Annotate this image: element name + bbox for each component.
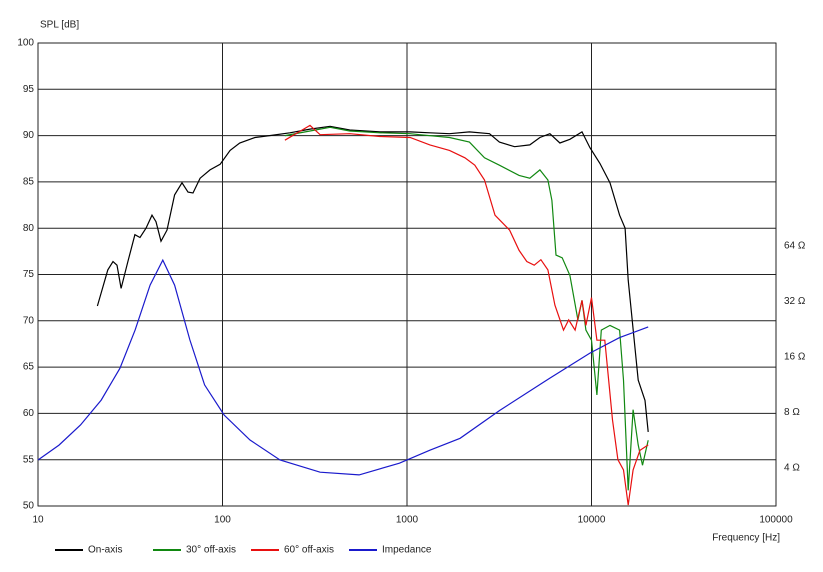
series-line — [284, 126, 649, 491]
y-tick-label: 100 — [17, 38, 34, 49]
y2-tick-label: 32 Ω — [784, 296, 806, 307]
x-tick-label: 10 — [32, 515, 44, 526]
y-axis-label: SPL [dB] — [40, 20, 79, 31]
y2-tick-label: 4 Ω — [784, 463, 800, 474]
y-tick-label: 70 — [23, 315, 35, 326]
series-line — [284, 124, 649, 506]
y-tick-label: 80 — [23, 223, 35, 234]
y2-tick-label: 16 Ω — [784, 352, 806, 363]
x-tick-label: 100 — [214, 515, 231, 526]
y-tick-label: 60 — [23, 408, 35, 419]
y-tick-label: 95 — [23, 84, 35, 95]
x-tick-label: 100000 — [759, 515, 793, 526]
y2-tick-label: 8 Ω — [784, 407, 800, 418]
x-axis-label: Frequency [Hz] — [712, 533, 780, 544]
y-tick-label: 75 — [23, 269, 35, 280]
y2-tick-label: 64 Ω — [784, 241, 806, 252]
legend-label: 60° off-axis — [284, 545, 334, 556]
x-tick-label: 1000 — [396, 515, 419, 526]
legend-label: 30° off-axis — [186, 545, 236, 556]
series-line — [37, 258, 649, 476]
series-line — [96, 125, 649, 432]
y-tick-label: 65 — [23, 362, 35, 373]
y-tick-label: 85 — [23, 177, 35, 188]
x-tick-label: 10000 — [578, 515, 606, 526]
y-tick-label: 90 — [23, 130, 35, 141]
legend-label: Impedance — [382, 545, 432, 556]
y-tick-label: 55 — [23, 454, 35, 465]
legend-label: On-axis — [88, 545, 122, 556]
y-tick-label: 50 — [23, 501, 35, 512]
